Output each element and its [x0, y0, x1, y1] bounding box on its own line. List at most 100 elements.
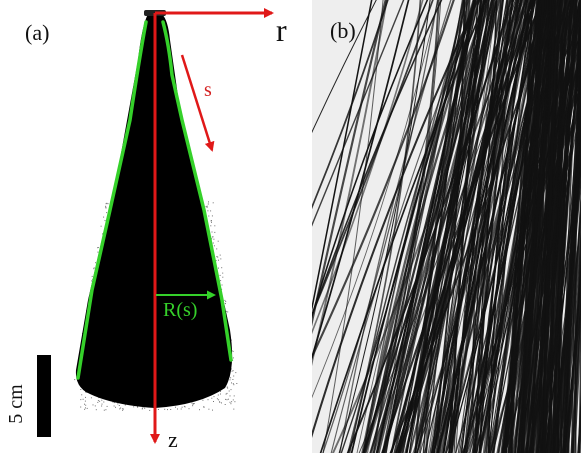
fringe-speck: [175, 375, 176, 377]
fringe-speck: [113, 402, 115, 404]
fringe-speck: [141, 408, 143, 410]
fringe-speck: [195, 397, 197, 399]
fringe-speck: [161, 393, 163, 395]
fringe-speck: [107, 254, 109, 256]
fringe-speck: [103, 401, 105, 403]
fringe-speck: [212, 409, 213, 411]
fiber-strand: [312, 0, 439, 399]
fringe-speck: [219, 388, 221, 390]
fiber-strand: [543, 0, 574, 453]
fringe-speck: [230, 377, 232, 379]
fringe-speck: [122, 408, 124, 410]
fringe-speck: [82, 332, 83, 334]
fringe-speck: [108, 253, 110, 255]
fiber-strand: [312, 0, 424, 335]
fringe-speck: [213, 245, 215, 247]
fringe-speck: [126, 376, 128, 378]
fiber-strand: [339, 0, 452, 453]
fringe-speck: [184, 387, 186, 389]
fringe-speck: [184, 392, 186, 394]
fringe-speck: [211, 270, 213, 272]
fringe-speck: [160, 371, 162, 373]
fringe-speck: [223, 384, 225, 385]
fringe-speck: [140, 376, 142, 378]
fringe-speck: [191, 394, 193, 396]
fringe-speck: [206, 252, 208, 254]
fringe-speck: [105, 203, 107, 205]
fringe-speck: [133, 385, 135, 387]
fringe-speck: [224, 373, 226, 375]
radius-label: R(s): [163, 299, 198, 321]
fringe-speck: [167, 409, 168, 411]
fringe-speck: [80, 406, 82, 408]
fringe-speck: [159, 379, 161, 381]
panel-a-label: (a): [25, 20, 50, 45]
fringe-speck: [107, 391, 109, 392]
fiber-strand: [372, 0, 498, 453]
fringe-speck: [231, 401, 233, 403]
fringe-speck: [92, 342, 94, 344]
fringe-speck: [91, 280, 93, 282]
fringe-speck: [96, 285, 97, 286]
fringe-speck: [123, 386, 125, 388]
fringe-speck: [219, 302, 221, 304]
fringe-speck: [97, 251, 99, 253]
fringe-speck: [95, 325, 97, 327]
fringe-speck: [119, 394, 121, 396]
fringe-speck: [108, 374, 110, 376]
fringe-speck: [157, 409, 159, 410]
fringe-speck: [88, 329, 90, 330]
fringe-speck: [90, 307, 92, 309]
fringe-speck: [218, 267, 219, 269]
fiber-strand: [555, 129, 581, 453]
fringe-speck: [218, 334, 220, 336]
fringe-speck: [89, 314, 91, 316]
fringe-speck: [217, 394, 219, 396]
fiber-strand: [312, 0, 373, 312]
fiber-strand: [312, 0, 405, 227]
fringe-speck: [207, 210, 209, 212]
fringe-speck: [139, 389, 141, 391]
fiber-strand: [356, 0, 470, 453]
fringe-speck: [101, 383, 103, 385]
fringe-speck: [185, 372, 187, 374]
fringe-speck: [223, 375, 224, 377]
fringe-speck: [198, 381, 200, 383]
fringe-speck: [210, 225, 212, 227]
s-axis-arrow: [180, 54, 215, 152]
fringe-speck: [213, 384, 215, 386]
fringe-speck: [189, 381, 191, 383]
fiber-strand: [312, 0, 389, 210]
fringe-speck: [142, 386, 144, 388]
fiber-strand: [562, 126, 581, 453]
fringe-speck: [218, 389, 220, 390]
fringe-speck: [96, 288, 98, 289]
fringe-speck: [223, 328, 225, 330]
fiber-strand: [390, 0, 515, 453]
fiber-strand: [561, 302, 581, 453]
fringe-speck: [224, 404, 226, 405]
fringe-speck: [108, 372, 110, 374]
fringe-speck: [134, 374, 136, 376]
fringe-speck: [84, 403, 85, 405]
fringe-speck: [146, 377, 148, 379]
fringe-speck: [102, 391, 104, 393]
fringe-speck: [115, 370, 117, 372]
fringe-speck: [207, 392, 209, 394]
fringe-speck: [91, 330, 93, 332]
fringe-speck: [233, 395, 235, 397]
fringe-speck: [104, 220, 106, 222]
fringe-speck: [89, 383, 91, 384]
fiber-strand: [542, 0, 561, 453]
fringe-speck: [124, 404, 126, 406]
fringe-speck: [168, 396, 170, 398]
fringe-speck: [74, 379, 76, 381]
fringe-speck: [222, 272, 224, 274]
fringe-speck: [213, 396, 215, 398]
fringe-speck: [202, 399, 204, 401]
fringe-speck: [184, 406, 186, 408]
fringe-speck: [100, 387, 102, 389]
fiber-strand: [432, 0, 560, 453]
fringe-speck: [223, 365, 225, 367]
fringe-speck: [112, 399, 114, 401]
